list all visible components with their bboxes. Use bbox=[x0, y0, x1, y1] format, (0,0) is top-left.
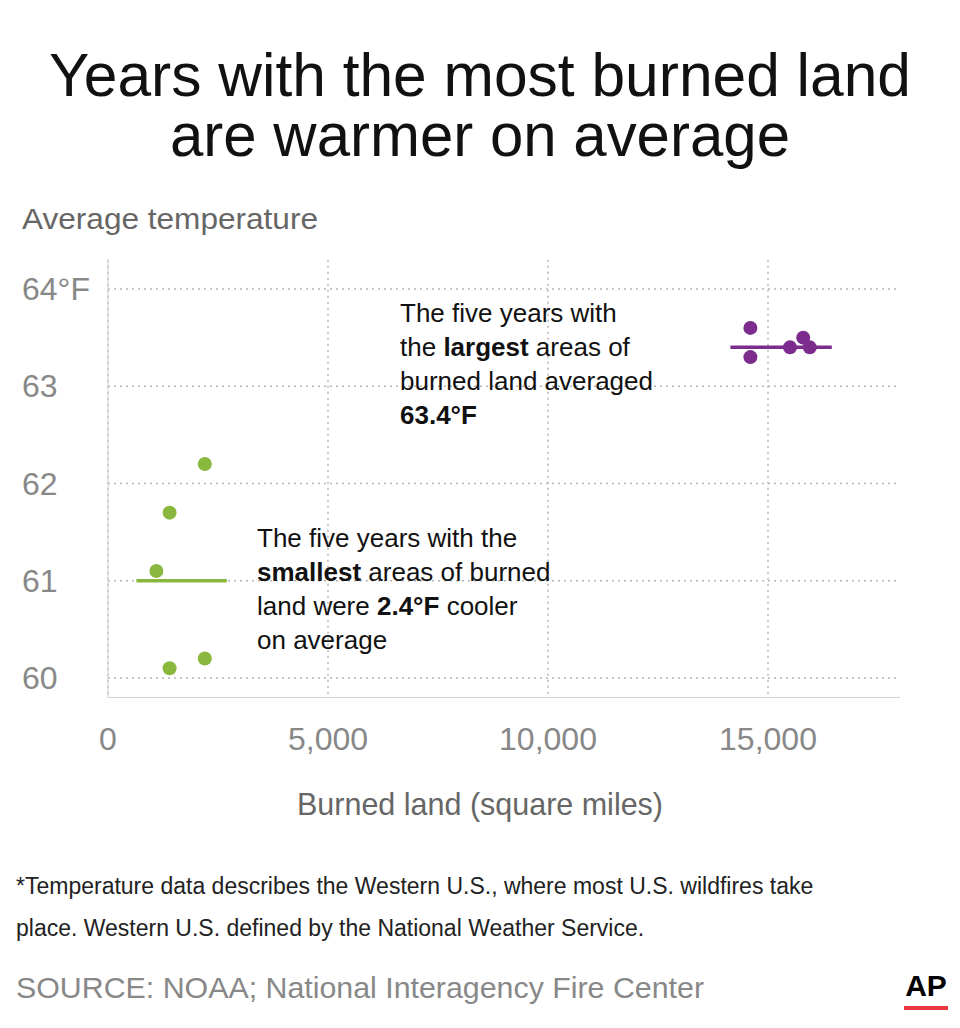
annotation-text: the bbox=[400, 332, 443, 362]
annotation-line: smallest areas of burned bbox=[257, 557, 550, 587]
annotation-text: largest bbox=[443, 332, 529, 362]
footnote: *Temperature data describes the Western … bbox=[16, 873, 813, 899]
plot-area bbox=[136, 321, 831, 675]
x-grid-line bbox=[767, 260, 769, 698]
annotation-line: The five years with bbox=[400, 298, 617, 328]
y-axis-line bbox=[108, 260, 109, 698]
annotation-text: land were bbox=[257, 591, 377, 621]
annotation-text: The five years with bbox=[400, 298, 617, 328]
background bbox=[0, 0, 960, 1028]
annotation-line: land were 2.4°F cooler bbox=[257, 591, 518, 621]
y-tick-label: 64°F bbox=[22, 271, 90, 307]
annotation-line: the largest areas of bbox=[400, 332, 631, 362]
y-tick-label: 62 bbox=[22, 466, 58, 502]
annotation-text: areas of bbox=[529, 332, 631, 362]
point bbox=[149, 564, 163, 578]
source: SOURCE: NOAA; National Interagency Fire … bbox=[16, 971, 704, 1004]
point bbox=[198, 652, 212, 666]
annotation-line: on average bbox=[257, 625, 387, 655]
logo: AP bbox=[905, 969, 947, 1002]
average-line bbox=[136, 579, 226, 583]
x-tick-label: 10,000 bbox=[499, 721, 597, 757]
point bbox=[198, 457, 212, 471]
annotation-text: cooler bbox=[439, 591, 517, 621]
x-tick-label: 0 bbox=[99, 721, 117, 757]
point bbox=[743, 350, 757, 364]
annotation-text: The five years with the bbox=[257, 523, 517, 553]
annotation-text: smallest bbox=[257, 557, 361, 587]
annotation-text: burned land averaged bbox=[400, 366, 653, 396]
y-axis-label: Average temperature bbox=[22, 202, 318, 235]
y-grid-line bbox=[108, 483, 900, 485]
annotation-line: The five years with the bbox=[257, 523, 517, 553]
point bbox=[163, 506, 177, 520]
x-axis-line bbox=[108, 697, 900, 698]
y-tick-label: 60 bbox=[22, 660, 58, 696]
point bbox=[803, 340, 817, 354]
x-tick-label: 15,000 bbox=[719, 721, 817, 757]
chart: Years with the most burned landare warme… bbox=[0, 0, 960, 1028]
y-grid-line bbox=[108, 288, 900, 290]
title: Years with the most burned land bbox=[49, 40, 911, 109]
x-tick-label: 5,000 bbox=[288, 721, 368, 757]
annotation-text: 63.4°F bbox=[400, 400, 477, 430]
point bbox=[743, 321, 757, 335]
y-grid-line bbox=[108, 677, 900, 679]
x-axis-label: Burned land (square miles) bbox=[297, 786, 663, 822]
point bbox=[783, 340, 797, 354]
annotation-line: 63.4°F bbox=[400, 400, 477, 430]
annotation-text: areas of burned bbox=[361, 557, 550, 587]
footnote: place. Western U.S. defined by the Natio… bbox=[16, 915, 644, 941]
grid bbox=[108, 260, 900, 698]
annotation-line: burned land averaged bbox=[400, 366, 653, 396]
y-tick-label: 61 bbox=[22, 563, 58, 599]
point bbox=[163, 661, 177, 675]
y-tick-label: 63 bbox=[22, 368, 58, 404]
logo-underline bbox=[904, 1006, 948, 1010]
x-grid-line bbox=[107, 260, 109, 698]
title: are warmer on average bbox=[170, 100, 790, 169]
annotation-text: 2.4°F bbox=[377, 591, 439, 621]
annotation-text: on average bbox=[257, 625, 387, 655]
